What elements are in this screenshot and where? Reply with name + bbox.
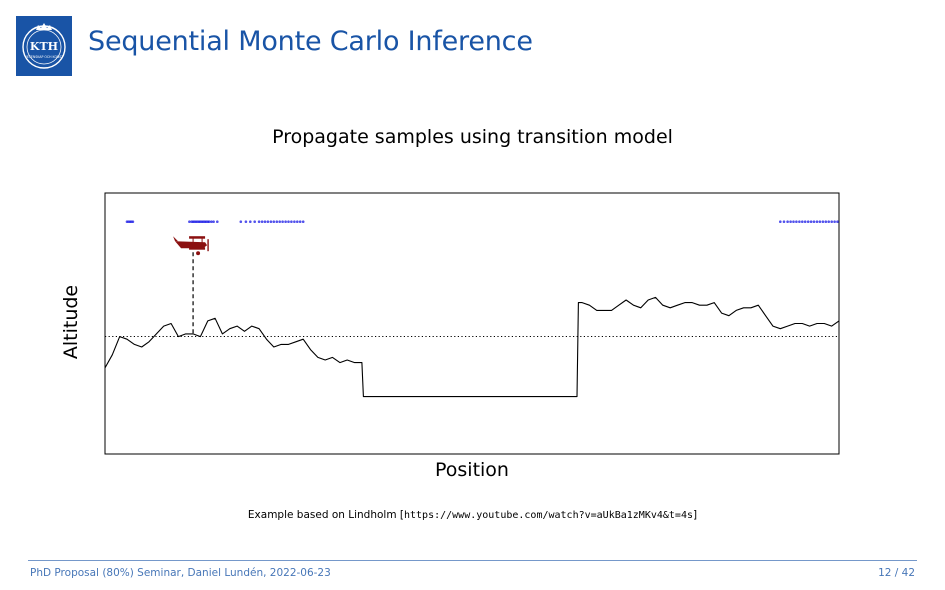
particle-25: [253, 220, 256, 224]
plane-fuselage: [175, 241, 208, 249]
particle-35: [284, 220, 287, 224]
particle-47: [795, 220, 798, 224]
x-axis-label: Position: [435, 459, 509, 481]
particle-46: [792, 220, 795, 224]
reference-suffix: ]: [692, 509, 698, 521]
reference-prefix: Example based on Lindholm [: [247, 509, 404, 521]
particle-27: [260, 220, 264, 224]
plane-lower-wing: [189, 247, 206, 250]
particle-56: [821, 220, 825, 224]
footer-info: PhD Proposal (80%) Seminar, Daniel Lundé…: [30, 567, 331, 579]
reference-url[interactable]: https://www.youtube.com/watch?v=aUkBa1zM…: [404, 510, 693, 521]
particle-52: [809, 220, 813, 224]
ground-profile-line: [104, 296, 840, 398]
footer-divider: [28, 560, 917, 561]
particle-48: [798, 220, 801, 224]
particle-24: [249, 220, 252, 224]
particle-44: [786, 220, 789, 224]
particle-26: [257, 220, 261, 224]
page-number: 12 / 42: [878, 567, 915, 579]
particle-31: [272, 220, 276, 224]
particle-38: [293, 220, 296, 224]
particle-43: [782, 220, 786, 224]
slide-subtitle: Propagate samples using transition model: [272, 126, 673, 148]
slide-title: Sequential Monte Carlo Inference: [88, 26, 533, 57]
kth-logo: KTH VETENSKAP OCH KONST: [16, 16, 72, 76]
particle-51: [806, 220, 810, 224]
particle-37: [290, 220, 293, 224]
particle-61: [836, 220, 839, 224]
plane-icon: [173, 236, 209, 256]
particle-33: [278, 220, 282, 224]
y-axis-label: Altitude: [60, 284, 82, 360]
particle-54: [815, 220, 819, 224]
particle-41: [301, 220, 305, 224]
svg-text:KTH: KTH: [30, 40, 58, 53]
svg-text:VETENSKAP OCH KONST: VETENSKAP OCH KONST: [25, 55, 64, 59]
particle-29: [266, 220, 270, 224]
particle-50: [803, 220, 807, 224]
plane-upper-wing: [189, 236, 206, 239]
particle-57: [824, 220, 828, 224]
particle-18: [207, 220, 211, 224]
particle-40: [298, 220, 302, 224]
particle-55: [818, 220, 822, 224]
particle-49: [801, 220, 804, 224]
particle-36: [287, 220, 290, 224]
particle-45: [789, 220, 792, 224]
particle-34: [281, 220, 284, 224]
particle-59: [830, 220, 833, 224]
plane-wheel: [196, 251, 201, 256]
particle-22: [239, 220, 243, 224]
particle-21: [216, 220, 219, 224]
particle-60: [833, 220, 836, 224]
particle-23: [244, 220, 248, 224]
plane-tail: [173, 236, 179, 242]
particle-32: [275, 220, 279, 224]
particle-39: [296, 220, 299, 224]
plot-frame: [104, 192, 840, 455]
particle-5: [188, 220, 191, 224]
particle-28: [263, 220, 267, 224]
particle-58: [827, 220, 830, 224]
particle-19: [210, 220, 213, 224]
particle-20: [212, 220, 215, 224]
particle-4: [131, 220, 135, 224]
particle-30: [269, 220, 273, 224]
particle-53: [812, 220, 816, 224]
particle-42: [779, 220, 782, 224]
reference-note: Example based on Lindholm [https://www.y…: [0, 509, 945, 521]
